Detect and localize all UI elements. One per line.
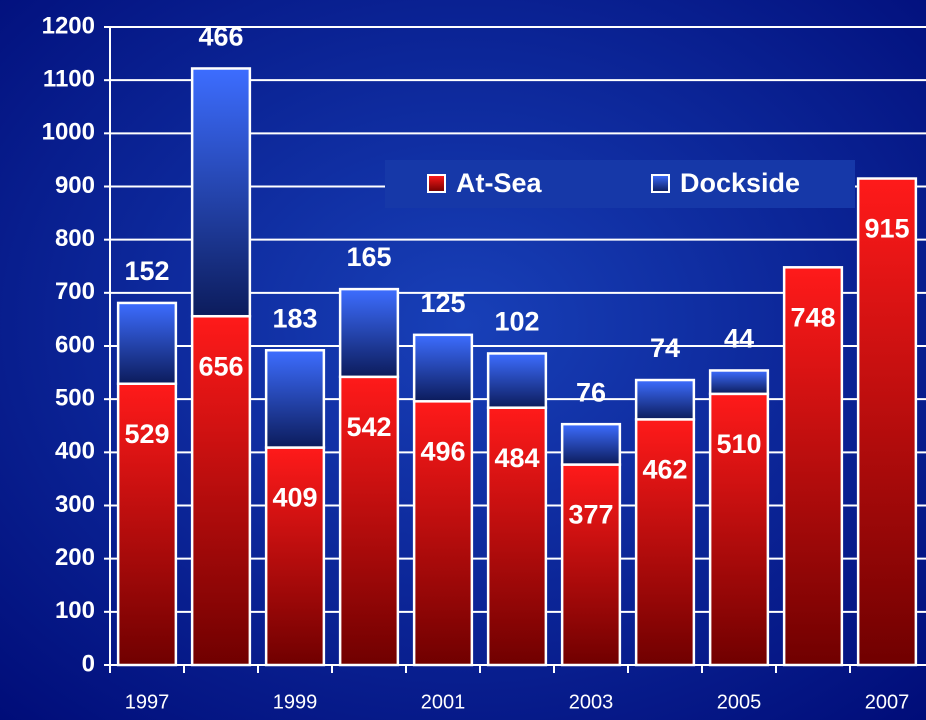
value-label: 529 bbox=[124, 419, 169, 449]
value-label: 74 bbox=[650, 333, 680, 363]
x-tick-label: 1997 bbox=[125, 691, 170, 713]
bar bbox=[264, 446, 326, 667]
legend-swatch bbox=[651, 174, 670, 193]
value-label: 409 bbox=[272, 483, 317, 513]
value-label: 462 bbox=[642, 454, 687, 484]
y-tick-label: 800 bbox=[55, 225, 95, 252]
value-label: 377 bbox=[568, 500, 613, 530]
bar bbox=[412, 333, 474, 403]
legend-label: Dockside bbox=[680, 168, 800, 198]
y-tick-label: 500 bbox=[55, 385, 95, 412]
value-label: 165 bbox=[346, 242, 391, 272]
y-tick-label: 1200 bbox=[42, 12, 95, 39]
y-tick-label: 100 bbox=[55, 597, 95, 624]
legend-swatch bbox=[427, 174, 446, 193]
x-tick-label: 2003 bbox=[569, 691, 614, 713]
y-tick-label: 300 bbox=[55, 491, 95, 518]
bar bbox=[338, 375, 400, 667]
value-label: 76 bbox=[576, 377, 606, 407]
value-label: 466 bbox=[198, 22, 243, 52]
bar bbox=[338, 287, 400, 379]
value-label: 44 bbox=[724, 324, 754, 354]
value-label: 183 bbox=[272, 303, 317, 333]
x-tick-label: 2005 bbox=[717, 691, 762, 713]
legend bbox=[385, 160, 855, 208]
y-tick-label: 700 bbox=[55, 278, 95, 305]
value-label: 152 bbox=[124, 256, 169, 286]
x-tick-label: 1999 bbox=[273, 691, 318, 713]
y-tick-label: 600 bbox=[55, 331, 95, 358]
y-tick-label: 900 bbox=[55, 172, 95, 199]
value-label: 102 bbox=[494, 307, 539, 337]
bar bbox=[116, 301, 178, 385]
x-tick-label: 2001 bbox=[421, 691, 466, 713]
x-tick-label: 2007 bbox=[865, 691, 910, 713]
value-label: 656 bbox=[198, 351, 243, 381]
bar bbox=[190, 67, 252, 318]
bar bbox=[634, 378, 696, 421]
value-label: 915 bbox=[864, 214, 909, 244]
bar bbox=[264, 349, 326, 449]
bar bbox=[190, 314, 252, 667]
value-label: 510 bbox=[716, 429, 761, 459]
value-label: 542 bbox=[346, 412, 391, 442]
legend-label: At-Sea bbox=[456, 168, 543, 198]
bar bbox=[560, 422, 622, 466]
bar bbox=[486, 352, 548, 409]
y-tick-label: 1100 bbox=[43, 66, 95, 93]
bar bbox=[782, 266, 844, 667]
value-label: 484 bbox=[494, 443, 539, 473]
bar bbox=[708, 392, 770, 667]
y-tick-label: 0 bbox=[82, 650, 95, 677]
y-tick-label: 1000 bbox=[42, 119, 95, 146]
bar bbox=[560, 463, 622, 667]
bar bbox=[708, 369, 770, 396]
value-label: 496 bbox=[420, 436, 465, 466]
bar bbox=[634, 418, 696, 667]
value-label: 748 bbox=[790, 302, 835, 332]
y-tick-label: 200 bbox=[55, 544, 95, 571]
y-tick-label: 400 bbox=[55, 438, 95, 465]
value-label: 125 bbox=[420, 288, 465, 318]
bar bbox=[856, 177, 918, 667]
